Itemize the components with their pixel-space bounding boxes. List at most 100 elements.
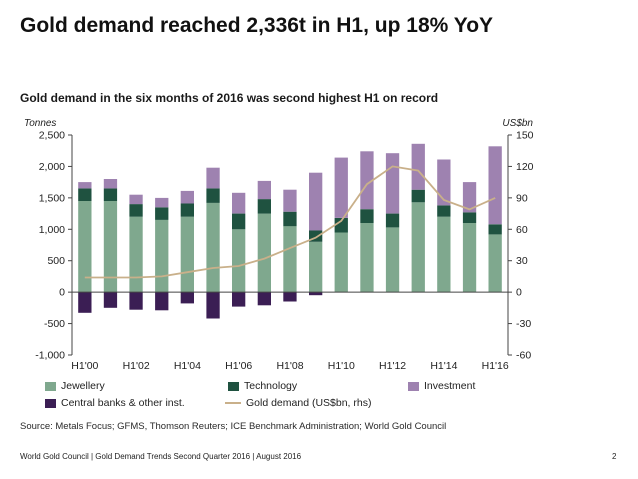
page-number: 2: [612, 452, 617, 461]
footer-text: World Gold Council | Gold Demand Trends …: [20, 452, 302, 461]
bar-jewellery-h1-05: [206, 202, 220, 293]
line-gold-demand-us-bn-rhs: [84, 165, 496, 279]
legend-swatch-gold-demand: [225, 402, 241, 404]
y2-tick-label: 30: [516, 255, 528, 267]
bar-technology-h1-03: [155, 207, 169, 220]
bar-jewellery-h1-10: [334, 232, 348, 293]
bar-jewellery-h1-00: [78, 201, 92, 293]
bar-technology-h1-05: [206, 188, 220, 203]
bar-jewellery-h1-08: [283, 226, 297, 293]
legend-label-technology: Technology: [244, 380, 298, 392]
x-tick-label: H1'00: [71, 360, 98, 372]
y-tick-label: 500: [47, 255, 65, 267]
bar-jewellery-h1-04: [180, 216, 194, 293]
bar-investment-h1-13: [411, 143, 425, 190]
legend-investment: Investment: [408, 380, 475, 392]
x-tick-label: H1'16: [482, 360, 509, 372]
bar-jewellery-h1-14: [437, 216, 451, 293]
legend-swatch-jewellery: [45, 381, 56, 391]
bar-technology-h1-11: [360, 209, 374, 223]
bar-central-banks-other-inst-h1-09: [309, 292, 323, 296]
bar-investment-h1-11: [360, 151, 374, 210]
bar-technology-h1-01: [103, 188, 118, 201]
bar-jewellery-h1-01: [103, 201, 118, 293]
legend-central-banks: Central banks & other inst.: [45, 397, 185, 409]
bar-investment-h1-05: [206, 167, 220, 189]
bar-investment-h1-10: [334, 157, 348, 218]
legend-swatch-investment: [408, 381, 419, 391]
legend-label-jewellery: Jewellery: [61, 380, 105, 392]
bar-technology-h1-10: [334, 218, 348, 233]
bar-technology-h1-13: [411, 189, 425, 203]
bar-jewellery-h1-13: [411, 202, 425, 293]
y-tick-label: 1,500: [39, 192, 65, 204]
bar-technology-h1-16: [488, 224, 502, 235]
legend-swatch-technology: [228, 381, 239, 391]
bar-investment-h1-15: [462, 182, 477, 213]
chart-title: Gold demand in the six months of 2016 wa…: [20, 91, 439, 105]
bar-central-banks-other-inst-h1-04: [180, 292, 194, 304]
bar-investment-h1-01: [103, 179, 118, 189]
y2-tick-label: -60: [516, 350, 531, 362]
x-tick-label: H1'04: [174, 360, 201, 372]
bar-central-banks-other-inst-h1-03: [155, 292, 169, 311]
bar-technology-h1-04: [180, 203, 194, 217]
bar-technology-h1-15: [462, 212, 477, 223]
bar-technology-h1-00: [78, 188, 92, 201]
y2-tick-label: 90: [516, 192, 528, 204]
y-tick-label: 2,500: [39, 130, 65, 142]
bar-technology-h1-08: [283, 211, 297, 227]
bar-technology-h1-07: [257, 199, 271, 214]
bar-technology-h1-02: [129, 204, 143, 217]
bar-investment-h1-00: [78, 182, 92, 189]
bar-jewellery-h1-11: [360, 223, 374, 293]
bar-investment-h1-09: [309, 172, 323, 231]
y-tick-label: 2,000: [39, 161, 65, 173]
bar-jewellery-h1-16: [488, 234, 502, 293]
bar-central-banks-other-inst-h1-01: [103, 292, 118, 308]
bar-jewellery-h1-07: [257, 213, 271, 293]
bar-central-banks-other-inst-h1-07: [257, 292, 271, 306]
bar-jewellery-h1-03: [155, 219, 169, 293]
y2-tick-label: -30: [516, 318, 531, 330]
y-tick-label: -500: [44, 318, 65, 330]
x-tick-label: H1'08: [276, 360, 303, 372]
bar-investment-h1-12: [385, 153, 400, 214]
legend-technology: Technology: [228, 380, 297, 392]
bar-central-banks-other-inst-h1-00: [78, 292, 92, 313]
y2-tick-label: 60: [516, 224, 528, 236]
x-tick-label: H1'10: [328, 360, 355, 372]
bar-central-banks-other-inst-h1-02: [129, 292, 143, 310]
bar-jewellery-h1-09: [309, 241, 323, 293]
y-axis-label: Tonnes: [24, 118, 56, 129]
chart-source: Source: Metals Focus; GFMS, Thomson Reut…: [20, 421, 447, 432]
bar-technology-h1-09: [309, 230, 323, 242]
bar-technology-h1-12: [385, 213, 400, 228]
x-tick-label: H1'14: [430, 360, 457, 372]
bar-technology-h1-06: [232, 213, 246, 230]
bar-technology-h1-14: [437, 205, 451, 217]
bar-jewellery-h1-12: [385, 227, 400, 293]
bar-investment-h1-07: [257, 180, 271, 200]
bar-investment-h1-16: [488, 146, 502, 225]
bar-investment-h1-03: [155, 197, 169, 208]
y2-tick-label: 0: [516, 287, 522, 299]
bar-investment-h1-14: [437, 159, 451, 206]
y-tick-label: 0: [59, 287, 65, 299]
y2-axis-label: US$bn: [502, 118, 533, 129]
legend-label-investment: Investment: [424, 380, 476, 392]
bar-central-banks-other-inst-h1-05: [206, 292, 220, 319]
legend-label-gold-demand: Gold demand (US$bn, rhs): [246, 397, 372, 409]
bar-investment-h1-02: [129, 194, 143, 205]
bar-jewellery-h1-02: [129, 216, 143, 293]
bar-jewellery-h1-15: [462, 223, 477, 293]
bar-central-banks-other-inst-h1-06: [232, 292, 246, 307]
slide-title: Gold demand reached 2,336t in H1, up 18%…: [20, 14, 494, 37]
x-tick-label: H1'02: [123, 360, 150, 372]
y-tick-label: 1,000: [39, 224, 65, 236]
x-tick-label: H1'06: [225, 360, 252, 372]
y-tick-label: -1,000: [35, 350, 65, 362]
legend-jewellery: Jewellery: [45, 380, 105, 392]
bar-investment-h1-06: [232, 192, 246, 214]
x-tick-label: H1'12: [379, 360, 406, 372]
